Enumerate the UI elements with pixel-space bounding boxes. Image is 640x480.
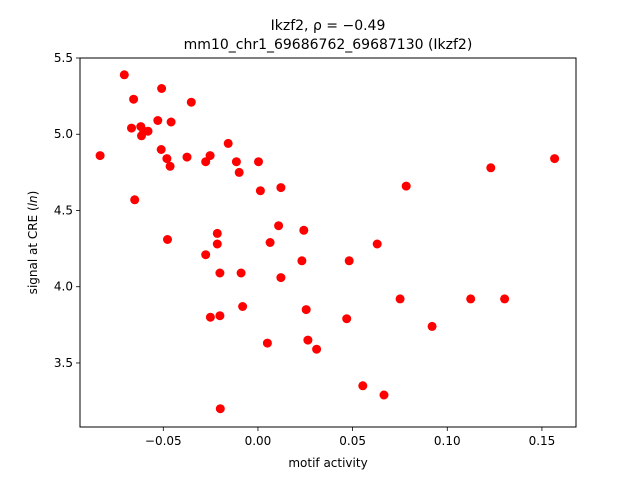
scatter-point (358, 381, 368, 391)
x-tick-label: 0.15 (529, 434, 556, 448)
scatter-point (234, 167, 244, 177)
y-tick-label: 5.5 (54, 51, 73, 65)
scatter-point (255, 186, 265, 196)
scatter-point (344, 256, 354, 266)
scatter-point (303, 335, 313, 345)
scatter-point (342, 314, 352, 324)
x-tick-label: 0.05 (339, 434, 366, 448)
scatter-point (127, 123, 136, 133)
y-axis-label-unit: ln (26, 195, 40, 206)
scatter-point (265, 238, 275, 247)
scatter-point (95, 151, 105, 161)
y-tick-label: 5.0 (54, 127, 73, 141)
data-points (95, 70, 560, 414)
scatter-point (201, 250, 211, 260)
scatter-point (550, 154, 560, 164)
scatter-point (466, 294, 476, 304)
scatter-point (157, 84, 167, 93)
scatter-point (215, 268, 225, 278)
scatter-point (223, 138, 233, 148)
scatter-point (119, 70, 129, 80)
scatter-point (130, 195, 140, 205)
x-axis-ticks: −0.05 0.00 0.05 0.10 0.15 (145, 427, 555, 448)
scatter-point (379, 390, 389, 400)
scatter-point (129, 94, 139, 104)
y-axis-ticks: 3.5 4.0 4.5 5.0 5.5 (54, 51, 80, 370)
scatter-point (262, 338, 272, 348)
scatter-point (312, 344, 322, 354)
scatter-point (401, 181, 411, 191)
x-axis-label: motif activity (288, 456, 367, 470)
scatter-point (212, 239, 222, 249)
y-axis-label: signal at CRE (ln) (26, 191, 40, 295)
x-tick-label: −0.05 (145, 434, 182, 448)
scatter-point (500, 294, 510, 304)
chart-title-line2: mm10_chr1_69686762_69687130 (Ikzf2) (184, 37, 473, 53)
scatter-point (166, 117, 176, 127)
scatter-point (163, 235, 172, 244)
scatter-point (486, 163, 496, 173)
y-axis-label-prefix: signal at CRE ( (26, 206, 40, 294)
scatter-point (215, 404, 225, 414)
plot-area (80, 58, 576, 427)
scatter-point (205, 312, 215, 322)
chart-title-line1: Ikzf2, ρ = −0.49 (271, 18, 386, 34)
scatter-point (301, 305, 311, 315)
scatter-point (395, 294, 405, 304)
scatter-point (186, 97, 196, 107)
scatter-point (276, 183, 286, 193)
x-tick-label: 0.10 (434, 434, 461, 448)
scatter-point (165, 161, 175, 171)
scatter-point (276, 273, 286, 283)
scatter-point (162, 154, 172, 164)
plot-frame (79, 57, 577, 428)
scatter-point (299, 225, 309, 235)
scatter-point (212, 228, 222, 238)
scatter-point (274, 221, 284, 231)
scatter-point (205, 151, 215, 161)
scatter-point (153, 116, 163, 125)
scatter-point (254, 157, 263, 167)
scatter-point (231, 157, 241, 167)
scatter-point (143, 126, 153, 136)
scatter-point (215, 311, 225, 321)
scatter-point (238, 302, 248, 311)
y-tick-label: 3.5 (54, 356, 73, 370)
scatter-point (372, 239, 382, 249)
scatter-point (236, 268, 246, 278)
y-tick-label: 4.0 (54, 280, 73, 294)
scatter-point (427, 321, 437, 331)
scatter-point (297, 256, 307, 266)
scatter-point (182, 152, 192, 162)
x-tick-label: 0.00 (245, 434, 272, 448)
y-tick-label: 4.5 (54, 203, 73, 217)
y-axis-label-suffix: ) (26, 191, 40, 196)
scatter-point (156, 145, 166, 154)
